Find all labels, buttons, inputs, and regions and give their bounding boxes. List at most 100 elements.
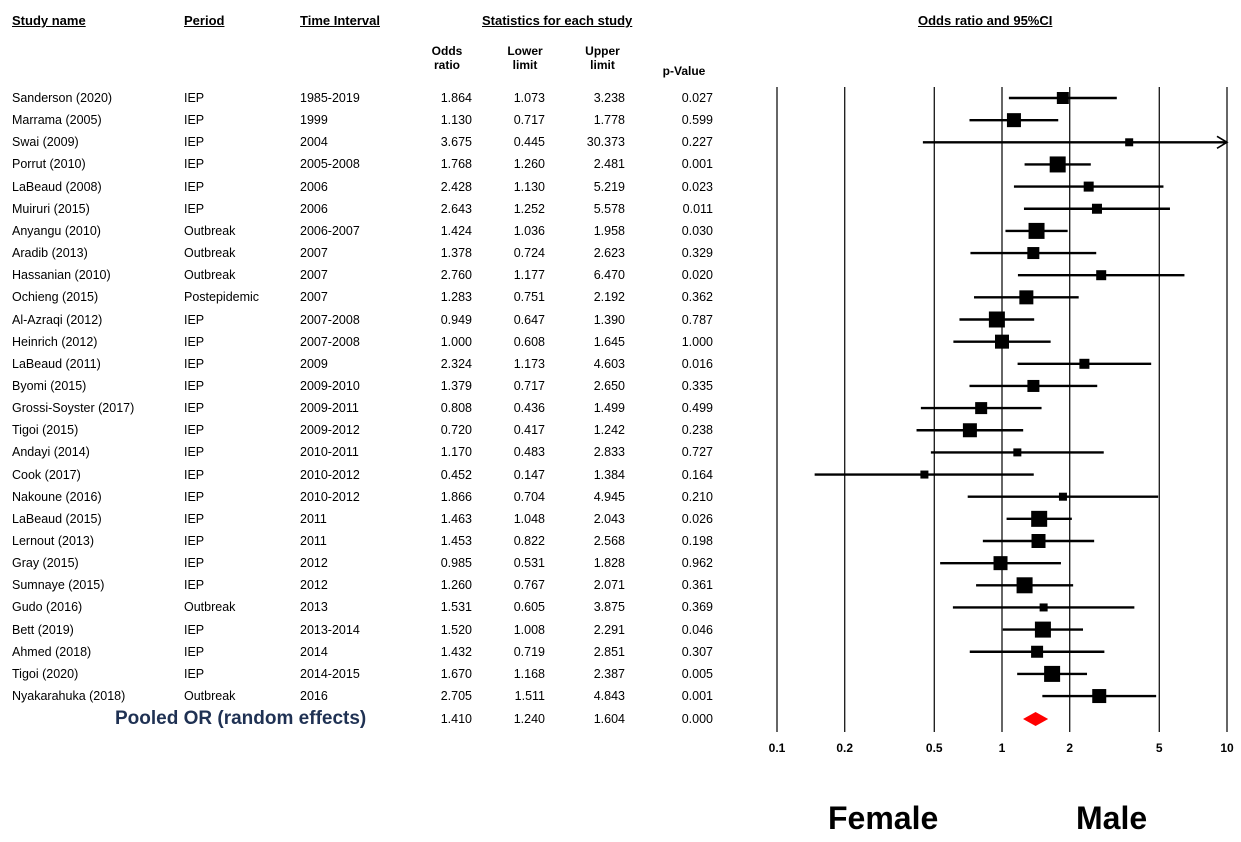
study-interval: 2007	[300, 246, 328, 261]
study-lower-limit: 1.168	[513, 666, 545, 681]
study-upper-limit: 5.219	[593, 179, 625, 194]
study-name: Sanderson (2020)	[12, 91, 113, 105]
study-upper-limit: 2.071	[593, 578, 625, 593]
study-odds-ratio: 1.379	[440, 378, 472, 393]
pooled-diamond	[1023, 712, 1049, 726]
study-odds-ratio: 1.520	[440, 622, 472, 637]
table-row: Nakoune (2016) IEP 2010-2012 1.866 0.704 4.94…	[0, 487, 760, 509]
study-period: IEP	[184, 534, 205, 548]
study-period: Outbreak	[184, 600, 236, 615]
point-estimate	[1031, 534, 1046, 548]
table-row: Marrama (2005) IEP 1999 1.130 0.717 1.778 0.59…	[0, 110, 760, 132]
study-name: Sumnaye (2015)	[12, 578, 105, 593]
study-odds-ratio: 1.864	[440, 91, 472, 105]
study-lower-limit: 1.073	[513, 91, 545, 105]
study-upper-limit: 2.833	[593, 445, 625, 460]
study-name: Tigoi (2015)	[12, 423, 79, 438]
study-period: IEP	[184, 113, 205, 128]
point-estimate	[975, 402, 988, 415]
study-odds-ratio: 1.130	[440, 113, 472, 128]
header-statistics: Statistics for each study	[482, 13, 633, 28]
point-estimate	[1039, 603, 1048, 612]
study-upper-limit: 2.623	[593, 246, 625, 261]
study-period: IEP	[184, 135, 205, 150]
study-period: Postepidemic	[184, 290, 260, 305]
study-odds-ratio: 2.643	[440, 201, 472, 216]
point-estimate	[1056, 92, 1069, 104]
point-estimate	[1058, 492, 1067, 501]
study-interval: 2009-2011	[300, 401, 359, 416]
study-period: IEP	[184, 157, 205, 172]
study-name: LaBeaud (2011)	[12, 356, 101, 371]
point-estimate	[1027, 379, 1040, 392]
study-lower-limit: 0.445	[513, 135, 545, 150]
x-tick-label: 5	[1156, 741, 1163, 755]
study-interval: 2013	[300, 600, 328, 615]
study-lower-limit: 0.605	[513, 600, 545, 615]
study-period: IEP	[184, 378, 205, 393]
study-p-value: 0.329	[681, 246, 713, 261]
table-row: Heinrich (2012) IEP 2007-2008 1.000 0.608 1.6…	[0, 332, 760, 354]
study-upper-limit: 2.291	[593, 622, 625, 637]
study-interval: 2011	[300, 534, 327, 548]
header-upper-limit: Upper limit	[585, 44, 620, 72]
study-p-value: 0.362	[681, 290, 713, 305]
study-period: Outbreak	[184, 246, 236, 261]
study-p-value: 0.046	[681, 622, 713, 637]
point-estimate	[1079, 358, 1090, 369]
header-study-name: Study name	[12, 13, 86, 28]
header-period: Period	[184, 13, 225, 28]
point-estimate	[1016, 577, 1033, 594]
table-row: Byomi (2015) IEP 2009-2010 1.379 0.717 2.650 0…	[0, 376, 760, 398]
x-tick-label: 0.2	[836, 741, 853, 755]
study-interval: 2010-2011	[300, 445, 359, 460]
study-upper-limit: 4.843	[593, 689, 625, 704]
study-period: IEP	[184, 578, 205, 593]
study-lower-limit: 1.130	[513, 179, 545, 194]
study-interval: 2005-2008	[300, 157, 360, 172]
study-p-value: 0.001	[681, 689, 713, 704]
study-odds-ratio: 0.452	[440, 467, 472, 482]
study-name: LaBeaud (2015)	[12, 511, 102, 526]
point-estimate	[962, 423, 977, 438]
x-tick-label: 0.1	[769, 741, 786, 755]
study-period: IEP	[184, 201, 205, 216]
study-interval: 2012	[300, 556, 328, 571]
study-upper-limit: 2.568	[593, 534, 625, 548]
study-period: IEP	[184, 356, 205, 371]
table-row: Andayi (2014) IEP 2010-2011 1.170 0.483 2.833…	[0, 442, 760, 464]
study-lower-limit: 0.717	[513, 113, 545, 128]
table-row: Bett (2019) IEP 2013-2014 1.520 1.008 2.291 0.…	[0, 620, 760, 642]
study-interval: 2010-2012	[300, 467, 360, 482]
study-name: Nakoune (2016)	[12, 489, 102, 504]
study-odds-ratio: 1.453	[440, 534, 472, 548]
study-p-value: 0.210	[681, 489, 713, 504]
study-p-value: 0.962	[681, 556, 713, 571]
side-label-male: Male	[1076, 800, 1148, 836]
study-upper-limit: 2.851	[593, 644, 625, 659]
study-odds-ratio: 1.866	[440, 489, 472, 504]
study-p-value: 0.787	[681, 312, 713, 327]
table-row: LaBeaud (2008) IEP 2006 2.428 1.130 5.219 0.02…	[0, 177, 760, 199]
table-row: Sanderson (2020) IEP 1985-2019 1.864 1.073 3.…	[0, 88, 760, 110]
table-row: Nyakarahuka (2018) Outbreak 2016 2.705 1.511…	[0, 686, 760, 708]
table-row: LaBeaud (2011) IEP 2009 2.324 1.173 4.603 0.01…	[0, 354, 760, 376]
x-tick-label: 10	[1220, 741, 1234, 755]
study-period: IEP	[184, 489, 205, 504]
study-lower-limit: 0.147	[513, 467, 545, 482]
study-name: Aradib (2013)	[12, 246, 88, 261]
study-p-value: 1.000	[681, 334, 713, 349]
study-name: Al-Azraqi (2012)	[12, 312, 103, 327]
table-row: Lernout (2013) IEP 2011 1.453 0.822 2.568 0.19…	[0, 531, 760, 553]
study-p-value: 0.016	[681, 356, 713, 371]
study-interval: 1999	[300, 113, 328, 128]
study-p-value: 0.164	[681, 467, 713, 482]
point-estimate	[993, 556, 1008, 571]
study-odds-ratio: 2.324	[440, 356, 472, 371]
study-name: Swai (2009)	[12, 135, 79, 150]
table-row: Gray (2015) IEP 2012 0.985 0.531 1.828 0.962	[0, 553, 760, 575]
study-interval: 2014	[300, 644, 328, 659]
point-estimate	[1006, 113, 1021, 128]
study-lower-limit: 0.436	[513, 401, 545, 416]
